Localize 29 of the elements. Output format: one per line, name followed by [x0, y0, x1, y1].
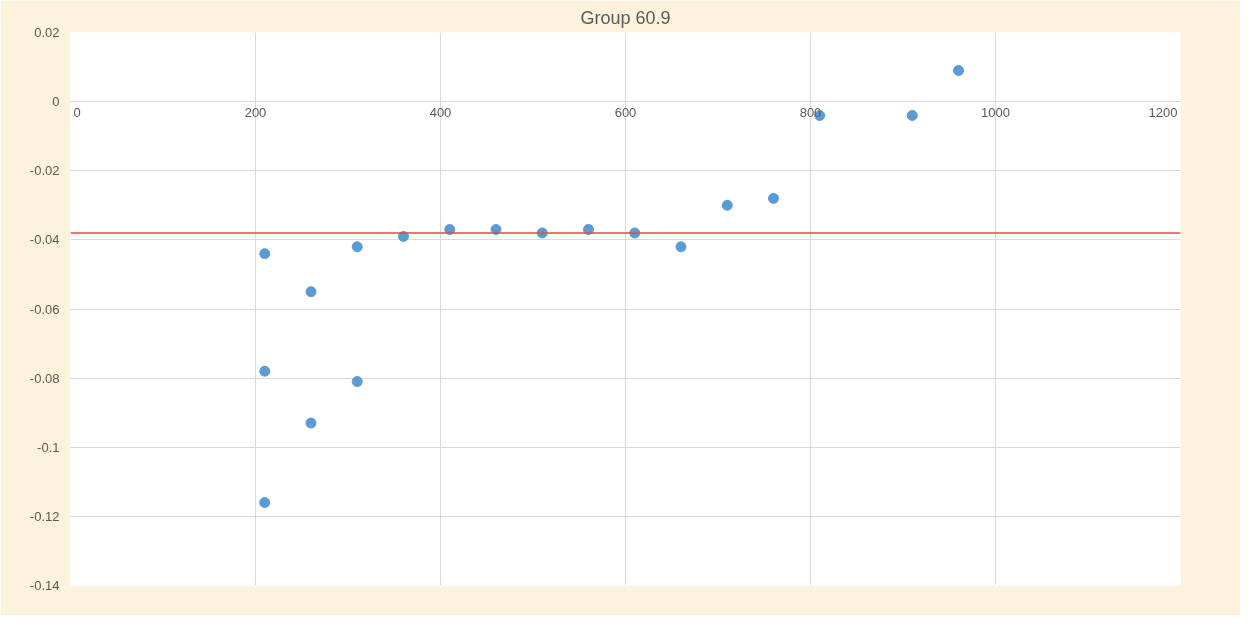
- x-tick-label: 800: [799, 104, 822, 120]
- x-tick-label: 1000: [981, 104, 1010, 120]
- point: [906, 109, 918, 121]
- point: [305, 286, 317, 298]
- x-tick-label: 400: [429, 104, 452, 120]
- y-tick-label: -0.1: [37, 439, 60, 455]
- x-tick-label: 0: [73, 104, 81, 120]
- point: [768, 192, 779, 204]
- point: [259, 365, 271, 377]
- y-tick-label: -0.06: [29, 301, 60, 317]
- point: [953, 65, 964, 77]
- y-tick-label: -0.14: [29, 578, 60, 593]
- x-tick-label: 200: [244, 104, 267, 120]
- y-tick-label: -0.02: [29, 163, 60, 179]
- y-tick-label: 0.02: [34, 25, 60, 40]
- x-tick-label: 600: [614, 104, 637, 120]
- y-tick-label: -0.08: [29, 370, 60, 386]
- y-tick-label: 0: [52, 94, 60, 110]
- y-tick-label: -0.12: [29, 508, 60, 524]
- point: [721, 199, 733, 211]
- chart-title: Group 60.9: [580, 7, 671, 28]
- x-tick-label: 1200: [1148, 104, 1178, 120]
- point: [351, 241, 363, 253]
- y-tick-label: -0.04: [29, 232, 60, 248]
- point: [259, 497, 271, 509]
- point: [305, 417, 317, 429]
- point: [259, 248, 271, 260]
- point: [351, 376, 363, 388]
- point: [675, 241, 687, 253]
